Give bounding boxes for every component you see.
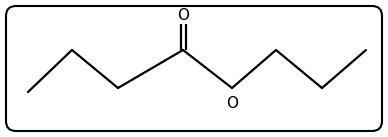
Text: O: O bbox=[226, 96, 238, 112]
Text: O: O bbox=[177, 8, 189, 23]
